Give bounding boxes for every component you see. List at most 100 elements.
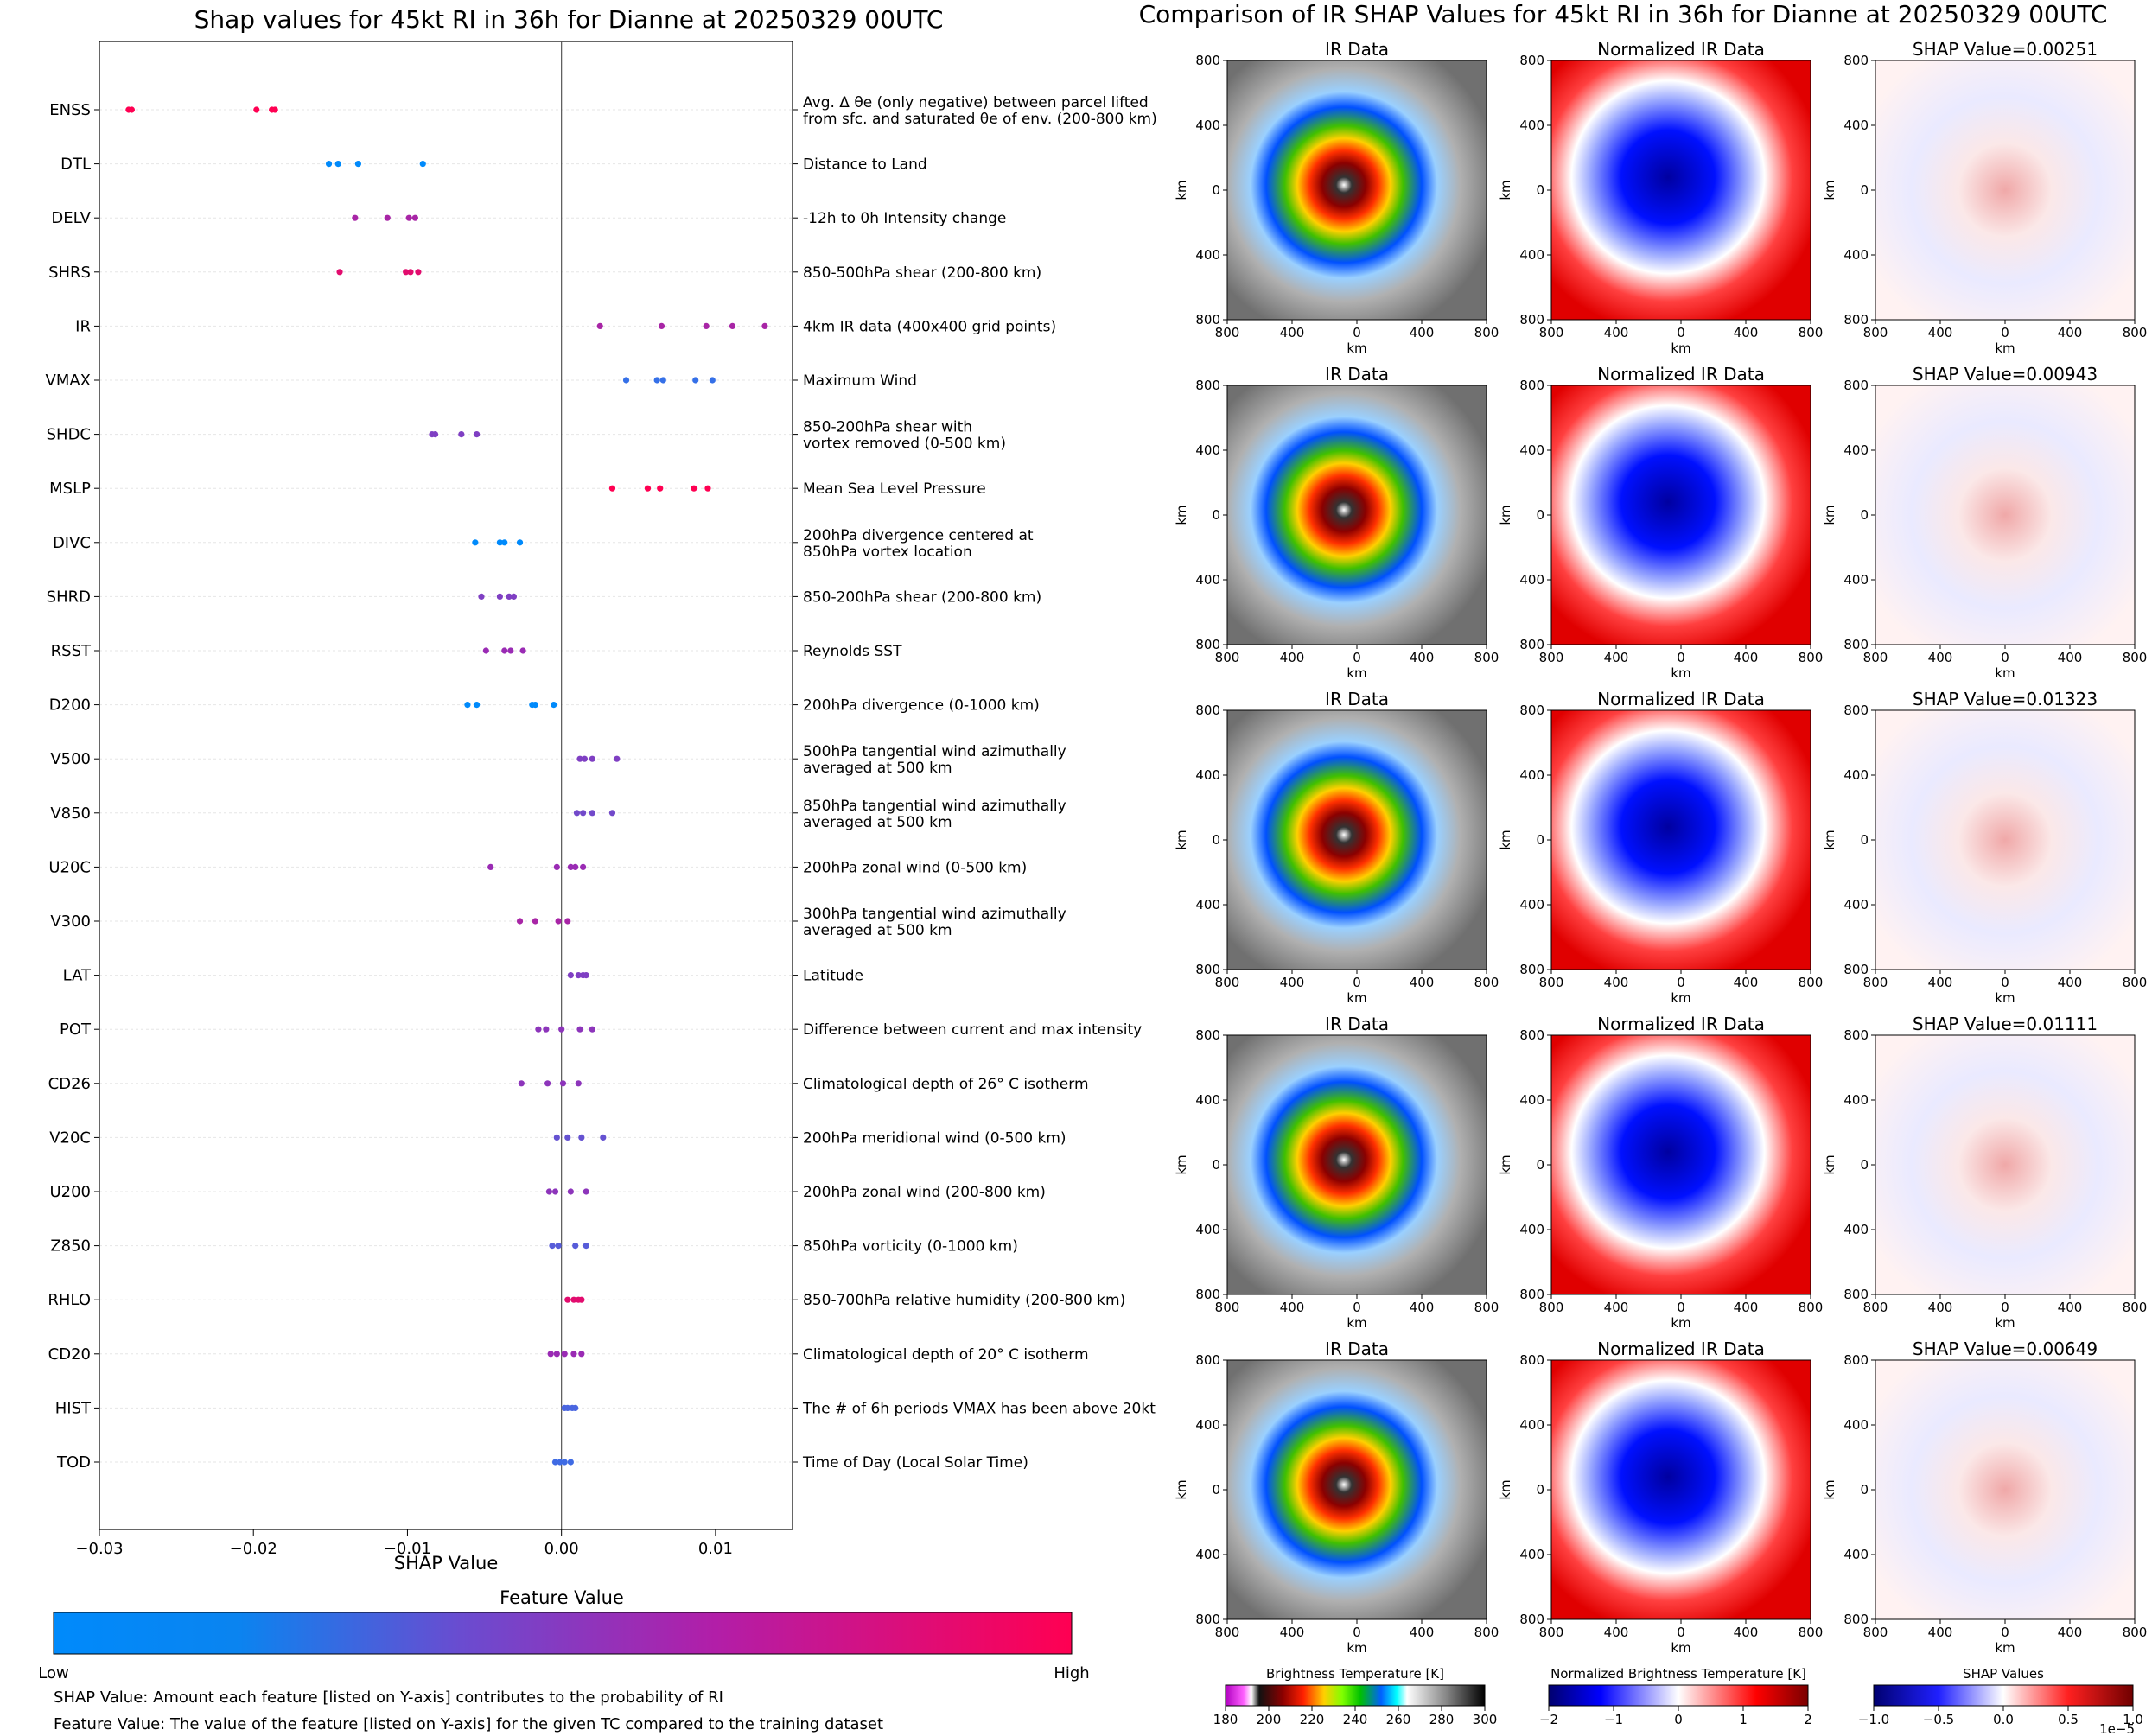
shap-point	[658, 322, 665, 329]
feature-description: 850-700hPa relative humidity (200-800 km…	[803, 1292, 1125, 1309]
colorbar-tick-label: 0.5	[2058, 1712, 2079, 1727]
y-tick-label: 800	[1195, 312, 1220, 327]
shap-point	[496, 539, 503, 546]
feature-label: Z850	[50, 1237, 91, 1256]
feature-description: 850-200hPa shear with	[803, 419, 972, 436]
y-tick-label: 400	[1843, 442, 1869, 458]
normalized-ir-image	[1550, 385, 1811, 645]
feature-description: 200hPa divergence centered at	[803, 527, 1034, 544]
y-tick-label: 800	[1843, 1287, 1869, 1302]
colorbar-tick-label: −1.0	[1858, 1712, 1889, 1727]
shap-map-image	[1875, 1359, 2136, 1620]
shap-point	[589, 755, 595, 762]
x-tick-label: 800	[1215, 650, 1240, 665]
shap-point	[551, 702, 557, 709]
y-tick-label: 400	[1195, 767, 1220, 783]
y-axis-label: km	[1822, 505, 1837, 525]
normalized-ir-image	[1550, 709, 1811, 970]
x-tick-label: 800	[1215, 1625, 1240, 1640]
shap-point	[532, 702, 538, 709]
shap-point	[519, 647, 526, 654]
y-axis-label: km	[1822, 1154, 1837, 1174]
shap-point	[352, 214, 359, 221]
ir-data-image	[1226, 1034, 1487, 1295]
y-tick-label: 400	[1195, 897, 1220, 913]
panel-title: IR Data	[1325, 1339, 1389, 1359]
feature-description: Maximum Wind	[803, 372, 917, 390]
x-axis-label: km	[1347, 990, 1366, 1006]
colorbar-tick-label: 1.0	[2123, 1712, 2143, 1727]
feature-description: Climatological depth of 20° C isotherm	[803, 1346, 1089, 1364]
y-tick-label: 400	[1519, 572, 1544, 588]
shap-point	[543, 1026, 550, 1033]
panel-title: IR Data	[1325, 364, 1389, 385]
colorbar-tick-label: −2	[1539, 1712, 1558, 1727]
shap-point	[551, 1188, 559, 1195]
x-axis-label: km	[1671, 1315, 1690, 1331]
shap-point	[608, 810, 616, 817]
shap-point	[474, 702, 481, 709]
y-tick-label: 0	[1860, 1482, 1869, 1498]
x-tick-label: 400	[1604, 650, 1629, 665]
ir-grid-layer: IR Data80080040040000400400800800kmkmNor…	[1174, 39, 2147, 1656]
y-tick-label: 400	[1843, 118, 1869, 133]
shap-point	[564, 918, 571, 925]
x-tick-label: 800	[2123, 975, 2148, 990]
feature-label: DIVC	[53, 534, 91, 552]
shap-point	[567, 1188, 574, 1195]
y-axis-label: km	[1174, 830, 1189, 849]
shap-point	[458, 431, 465, 438]
x-axis-label: km	[1347, 340, 1366, 356]
shap-point	[553, 863, 560, 871]
colorbar-tick-label: 0.0	[1993, 1712, 2014, 1727]
y-tick-label: 800	[1195, 53, 1220, 68]
y-tick-label: 0	[1536, 507, 1544, 523]
feature-description: Reynolds SST	[803, 643, 902, 660]
feature-description: 500hPa tangential wind azimuthally	[803, 743, 1066, 760]
plot-area	[99, 41, 793, 1530]
y-tick-label: 0	[1212, 832, 1220, 848]
panel-title: Normalized IR Data	[1597, 39, 1765, 60]
y-tick-label: 400	[1519, 247, 1544, 263]
y-tick-label: 400	[1519, 1417, 1544, 1433]
y-tick-label: 800	[1195, 703, 1220, 718]
feature-description: 200hPa zonal wind (0-500 km)	[803, 859, 1027, 876]
shap-point	[555, 1243, 562, 1250]
shap-point	[561, 1459, 568, 1466]
y-tick-label: 400	[1195, 247, 1220, 263]
feature-description: Distance to Land	[803, 156, 927, 174]
shap-point	[464, 702, 471, 709]
chart-title: Shap values for 45kt RI in 36h for Diann…	[194, 5, 944, 34]
shap-point	[549, 1243, 556, 1250]
feature-description: 200hPa divergence (0-1000 km)	[803, 697, 1040, 715]
feature-description: Difference between current and max inten…	[803, 1021, 1142, 1039]
shap-point	[614, 755, 621, 762]
x-axis-label: km	[1347, 1315, 1366, 1331]
y-tick-label: 800	[1195, 1287, 1220, 1302]
x-tick-label: 800	[1799, 325, 1824, 340]
feature-label: V300	[50, 913, 91, 931]
y-tick-label: 800	[1843, 962, 1869, 977]
y-tick-label: 800	[1843, 637, 1869, 652]
x-tick-label: 800	[1863, 975, 1888, 990]
y-tick-label: 400	[1519, 1092, 1544, 1108]
colorbar-tick-label: 220	[1300, 1712, 1325, 1727]
feature-label: TOD	[56, 1453, 91, 1472]
y-tick-label: 400	[1843, 767, 1869, 783]
panel-title: SHAP Value=0.00649	[1913, 1339, 2098, 1359]
y-tick-label: 400	[1843, 572, 1869, 588]
note-shap-value: SHAP Value: Amount each feature [listed …	[54, 1688, 723, 1707]
x-tick-label: 400	[2058, 650, 2083, 665]
shap-point	[561, 1351, 568, 1358]
x-tick-label: 0	[2001, 1300, 2009, 1315]
y-tick-label: 800	[1843, 1612, 1869, 1627]
shap-point	[253, 106, 260, 113]
shap-point	[532, 918, 538, 925]
y-tick-label: 800	[1195, 962, 1220, 977]
y-tick-label: 400	[1843, 1092, 1869, 1108]
x-tick-label: 800	[1539, 650, 1564, 665]
y-tick-label: 800	[1195, 1612, 1220, 1627]
y-tick-label: 0	[1536, 832, 1544, 848]
y-tick-label: 400	[1519, 1222, 1544, 1237]
